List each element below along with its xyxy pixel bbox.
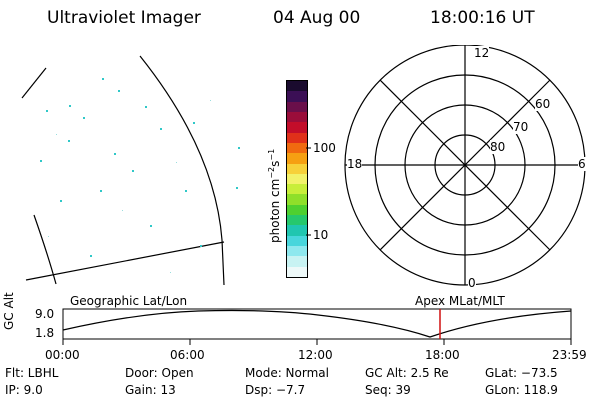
colorbar-segment — [287, 194, 307, 205]
timeline-y-bottom: 1.8 — [35, 326, 55, 340]
orbit-altitude-plot — [62, 308, 572, 345]
timeline-tick-0000: 00:00 — [45, 348, 80, 362]
geographic-image-panel — [21, 55, 240, 286]
colorbar-segment — [287, 204, 307, 216]
colorbar-segment — [287, 153, 307, 164]
timeline-yaxis-label: GC Alt — [2, 292, 16, 330]
colorbar-segment — [287, 246, 307, 257]
colorbar-segment — [287, 235, 307, 246]
polar-label-6: 6 — [578, 157, 586, 171]
colorbar-segment — [287, 173, 307, 185]
timeline-tick-0600: 06:00 — [170, 348, 205, 362]
info-ip: IP: 9.0 — [5, 383, 43, 397]
info-gain: Gain: 13 — [125, 383, 176, 397]
info-dsp: Dsp: −7.7 — [245, 383, 306, 397]
polar-label-12: 12 — [474, 46, 490, 60]
colorbar-segment — [287, 225, 307, 236]
colorbar-segment — [287, 91, 307, 102]
timeline-tick-1200: 12:00 — [298, 348, 333, 362]
timeline-y-top: 9.0 — [35, 307, 55, 321]
timeline-left-title: Geographic Lat/Lon — [70, 294, 188, 308]
info-gc-alt: GC Alt: 2.5 Re — [365, 366, 449, 380]
info-seq: Seq: 39 — [365, 383, 411, 397]
polar-label-60: 60 — [535, 97, 551, 111]
colorbar-segment — [287, 122, 307, 133]
info-mode: Mode: Normal — [245, 366, 329, 380]
colorbar-segment — [287, 142, 307, 154]
color-scale-bar — [286, 80, 308, 278]
colorbar-unit-label: photon cm−2s−1 — [267, 148, 282, 243]
timeline-tick-2359: 23:59 — [552, 348, 587, 362]
colorbar-segment — [287, 81, 307, 92]
colorbar-tick-10: 10 — [313, 228, 329, 242]
polar-label-0: 0 — [468, 276, 476, 290]
colorbar-segment — [287, 101, 307, 112]
info-glon: GLon: 118.9 — [485, 383, 558, 397]
info-door: Door: Open — [125, 366, 194, 380]
info-filter: Flt: LBHL — [5, 366, 59, 380]
instrument-title: Ultraviolet Imager — [47, 8, 201, 28]
polar-label-80: 80 — [490, 140, 506, 154]
colorbar-segment — [287, 215, 307, 226]
colorbar-ticks — [306, 147, 311, 236]
colorbar-segment — [287, 163, 307, 174]
timeline-tick-1800: 18:00 — [425, 348, 460, 362]
observation-time: 18:00:16 UT — [430, 8, 535, 28]
info-glat: GLat: −73.5 — [485, 366, 558, 380]
colorbar-segment — [287, 111, 307, 123]
polar-label-70: 70 — [513, 120, 529, 134]
polar-label-18: 18 — [347, 157, 363, 171]
colorbar-segment — [287, 256, 307, 267]
timeline-right-title: Apex MLat/MLT — [415, 294, 505, 308]
colorbar-segment — [287, 184, 307, 195]
polar-mlt-plot — [344, 45, 586, 286]
colorbar-tick-100: 100 — [313, 141, 336, 155]
colorbar-segment — [287, 132, 307, 143]
observation-date: 04 Aug 00 — [273, 8, 361, 28]
colorbar-segment — [287, 266, 307, 277]
